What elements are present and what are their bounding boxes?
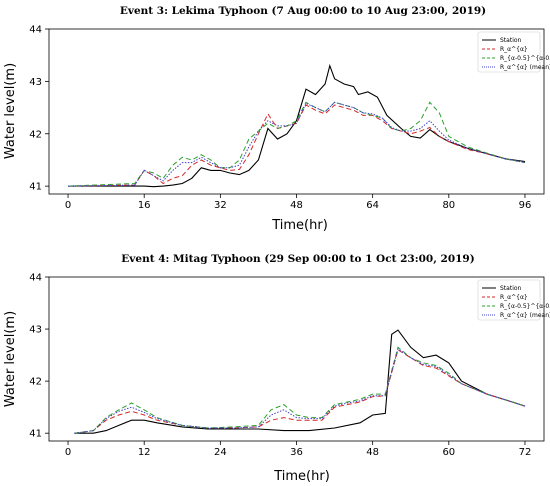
chart2-series-station-line: [74, 329, 526, 434]
chart2-legend: Station R_α^{α} R_{α-0.5}^{α-0.5} R_α^{α} (…: [477, 279, 550, 321]
chart2-ylabel: Water level(m): [3, 311, 18, 407]
chart2-xtick-label: 72: [519, 447, 532, 458]
chart1-legend: Station R_α^{α} R_{α-0.5}^{α-0.5} R_α^{α} (…: [477, 31, 550, 73]
chart1-series-r-alpha-mean-line: [67, 101, 526, 187]
chart2-legend-label: R_{α-0.5}^{α-0.5}: [500, 303, 550, 310]
chart1-ytick-label: 43: [29, 77, 42, 88]
chart2-title: Event 4: Mitag Typhoon (29 Sep 00:00 to …: [121, 253, 474, 265]
chart1-ytick-label: 41: [29, 182, 42, 193]
chart1-legend-box: [477, 31, 541, 73]
chart1-xtick-label: 96: [519, 200, 532, 211]
chart2-series-r-alpha-line: [74, 349, 526, 434]
chart1-title: Event 3: Lekima Typhoon (7 Aug 00:00 to …: [120, 5, 486, 17]
chart2-legend-box: [477, 279, 541, 321]
chart1-plot-frame: [48, 28, 545, 195]
chart2-ytick-label: 41: [29, 429, 42, 440]
chart2-legend-label: R_α^{α} (mean): [500, 312, 550, 319]
chart2-legend-label: Station: [500, 285, 522, 292]
chart1-xtick-label: 16: [138, 200, 151, 211]
chart2-legend-label: R_α^{α}: [500, 294, 528, 301]
chart2-series-r-alpha-mean-line: [74, 347, 526, 434]
chart2-xtick-label: 60: [442, 447, 455, 458]
chart2-ytick-label: 44: [29, 273, 42, 284]
chart2-xtick-label: 0: [65, 447, 71, 458]
chart2-xtick-label: 36: [290, 447, 303, 458]
chart2-plot: 0 12 24 36 48 60 72 41 42 43 44 Station R_α^{α} R_{α-…: [29, 273, 550, 459]
chart1-xlabel: Time(hr): [271, 218, 328, 233]
chart1-xtick-label: 32: [214, 200, 227, 211]
chart1-legend-label: R_{α-0.5}^{α-0.5}: [500, 55, 550, 62]
chart2-ytick-label: 43: [29, 325, 42, 336]
chart1-series-r-alpha-05-line: [67, 101, 526, 187]
chart1-legend-label: R_α^{α} (mean): [500, 64, 550, 71]
chart1-legend-label: Station: [500, 37, 522, 44]
chart1-xtick-label: 0: [65, 200, 71, 211]
chart1-ylabel: Water level(m): [3, 63, 18, 159]
chart1-xtick-label: 48: [290, 200, 303, 211]
chart1-xtick-label: 64: [366, 200, 379, 211]
chart2-xtick-label: 12: [138, 447, 151, 458]
chart1-ytick-label: 42: [29, 129, 42, 140]
chart1-plot: 0 16 32 48 64 80 96 41 42 43 44 Station R_α^{α} R_{α-…: [29, 25, 550, 212]
chart1-series-station-line: [68, 63, 526, 188]
chart2-ytick-label: 42: [29, 377, 42, 388]
chart1-legend-label: R_α^{α}: [500, 46, 528, 53]
chart2-plot-frame: [48, 276, 545, 442]
chart2-xtick-label: 24: [214, 447, 227, 458]
chart1-ytick-label: 44: [29, 25, 42, 36]
chart2-series-r-alpha-05-line: [74, 346, 526, 434]
chart2-xtick-label: 48: [366, 447, 379, 458]
chart2-xlabel: Time(hr): [273, 469, 330, 484]
chart1-series-r-alpha-line: [67, 104, 526, 187]
chart1-xtick-label: 80: [442, 200, 455, 211]
